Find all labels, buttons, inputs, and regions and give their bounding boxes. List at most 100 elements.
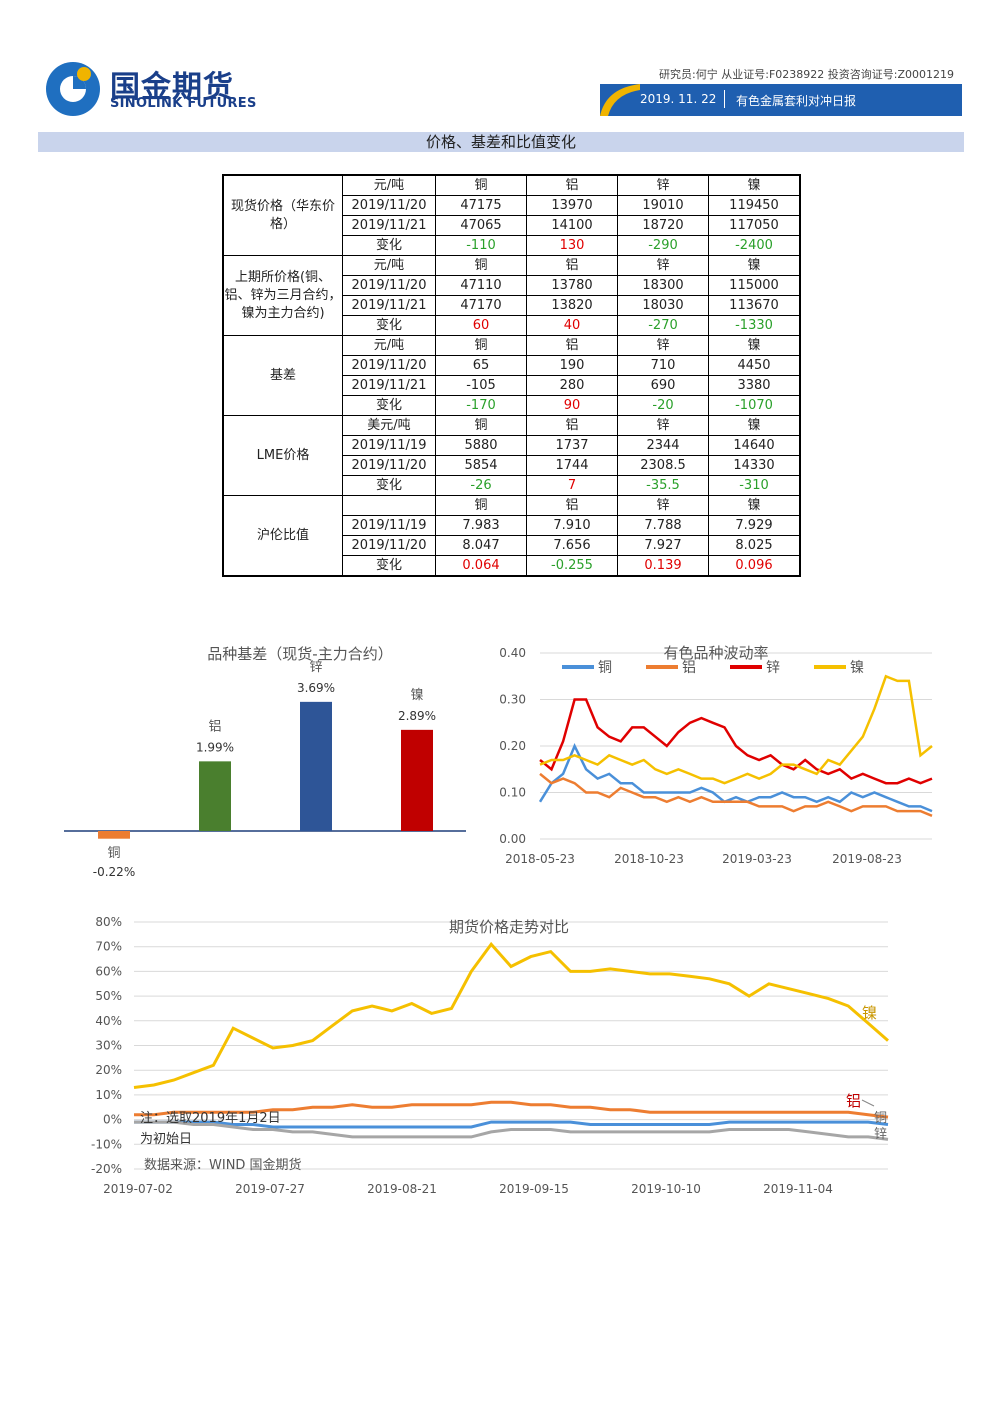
- table-header-row: 沪伦比值 铜铝锌镍: [222, 495, 801, 577]
- table-group-label: 沪伦比值: [222, 495, 343, 577]
- table-cell: 130: [526, 235, 618, 256]
- table-col-header: 锌: [617, 335, 709, 356]
- series-line: [539, 772, 933, 817]
- series-line: [134, 1120, 889, 1141]
- table-group-label: 上期所价格(铜、铝、锌为三月合约，镍为主力合约): [222, 255, 343, 336]
- series-line: [538, 742, 933, 813]
- chart-title: 品种基差（现货-主力合约）: [207, 645, 392, 663]
- table-row: 变化 -26 7 -35.5 -310: [223, 475, 801, 496]
- table-col-header: 镍: [708, 495, 801, 516]
- table-col-header: 铝: [526, 495, 618, 516]
- x-tick-label: 2019-08-21: [367, 1182, 437, 1196]
- company-logo: [46, 62, 100, 116]
- table-row: 2019/11/19 5880 1737 2344 14640: [223, 435, 801, 456]
- table-row: 变化 -170 90 -20 -1070: [223, 395, 801, 416]
- chart-source: 数据来源：WIND 国金期货: [144, 1157, 302, 1173]
- table-cell: 18030: [617, 295, 709, 316]
- data-label: 3.69%: [297, 681, 335, 695]
- series-line: [539, 698, 933, 785]
- category-label: 锌: [309, 660, 322, 675]
- y-tick-label: 20%: [95, 1063, 122, 1077]
- table-cell: -2400: [708, 235, 801, 256]
- table-cell: 8.047: [435, 535, 527, 556]
- y-tick-label: 0.00: [499, 832, 526, 846]
- table-row-label: 变化: [342, 395, 436, 416]
- table-row-label: 变化: [342, 235, 436, 256]
- table-row: 2019/11/21 -105 280 690 3380: [223, 375, 801, 396]
- table-cell: -26: [435, 475, 527, 496]
- data-label: 2.89%: [398, 709, 436, 723]
- table-cell: -110: [435, 235, 527, 256]
- x-tick-label: 2019-09-15: [499, 1182, 569, 1196]
- header-divider: [724, 90, 725, 108]
- table-cell: 14100: [526, 215, 618, 236]
- header-accent: [600, 84, 640, 116]
- table-cell: 710: [617, 355, 709, 376]
- table-cell: 4450: [708, 355, 801, 376]
- table-cell: 690: [617, 375, 709, 396]
- table-row: 变化 0.064 -0.255 0.139 0.096: [223, 555, 801, 577]
- table-cell: 0.096: [708, 555, 801, 577]
- chart-note: 为初始日: [140, 1132, 192, 1147]
- table-cell: -1070: [708, 395, 801, 416]
- table-col-header: 铝: [526, 415, 618, 436]
- x-tick-label: 2019-07-02: [103, 1182, 173, 1196]
- series-line: [539, 674, 933, 785]
- table-row: 2019/11/20 5854 1744 2308.5 14330: [223, 455, 801, 476]
- table-col-header: 铜: [435, 415, 527, 436]
- table-unit: 元/吨: [342, 335, 436, 356]
- y-tick-label: 0.40: [499, 646, 526, 660]
- table-row-label: 2019/11/20: [342, 355, 436, 376]
- table-row-label: 2019/11/21: [342, 375, 436, 396]
- table-cell: 7.927: [617, 535, 709, 556]
- futures-trend-line-chart: 80% 70% 60% 50% 40% 30% 20% 10% 0% -10% -20% 2019-0…: [91, 915, 889, 1196]
- legend-label: 锌: [766, 660, 780, 676]
- analyst-info: 研究员:何宁 从业证号:F0238922 投资咨询证号:Z0001219: [659, 68, 954, 81]
- x-tick-label: 2018-05-23: [505, 852, 575, 866]
- bar: [300, 701, 332, 831]
- table-col-header: 镍: [708, 255, 801, 276]
- table-header-row: 基差 元/吨铜铝锌镍: [222, 335, 801, 416]
- table-group-label: 现货价格（华东价格）: [222, 174, 343, 256]
- table-row: 2019/11/20 47175 13970 19010 119450: [223, 195, 801, 216]
- table-cell: 7.788: [617, 515, 709, 536]
- table-row-label: 2019/11/21: [342, 295, 436, 316]
- category-label: 铝: [208, 719, 221, 734]
- table-header-row: 上期所价格(铜、铝、锌为三月合约，镍为主力合约) 元/吨铜铝锌镍: [222, 255, 801, 336]
- table-cell: 2344: [617, 435, 709, 456]
- table-cell: 2308.5: [617, 455, 709, 476]
- table-unit: 元/吨: [342, 174, 436, 196]
- table-cell: 19010: [617, 195, 709, 216]
- table-row: 2019/11/20 47110 13780 18300 115000: [223, 275, 801, 296]
- table-row-label: 2019/11/20: [342, 455, 436, 476]
- table-cell: 115000: [708, 275, 801, 296]
- bar: [401, 729, 433, 831]
- table-col-header: 锌: [617, 174, 709, 196]
- table-cell: 8.025: [708, 535, 801, 556]
- report-date: 2019. 11. 22: [640, 92, 717, 106]
- table-cell: 280: [526, 375, 618, 396]
- header-band: [600, 84, 962, 116]
- legend-label: 铜: [598, 660, 612, 676]
- table-cell: -0.255: [526, 555, 618, 577]
- y-tick-label: 40%: [95, 1014, 122, 1028]
- table-cell: -105: [435, 375, 527, 396]
- y-tick-label: -20%: [91, 1162, 122, 1176]
- category-label: 铜: [107, 846, 120, 861]
- table-row-label: 2019/11/21: [342, 215, 436, 236]
- bar: [98, 831, 130, 839]
- chart-title: 有色品种波动率: [663, 644, 768, 662]
- table-col-header: 镍: [708, 415, 801, 436]
- table-cell: 1737: [526, 435, 618, 456]
- table-col-header: 铜: [435, 174, 527, 196]
- table-row: 2019/11/20 65 190 710 4450: [223, 355, 801, 376]
- table-cell: 5854: [435, 455, 527, 476]
- table-cell: -35.5: [617, 475, 709, 496]
- x-tick-label: 2019-07-27: [235, 1182, 305, 1196]
- brand-name-en: SINOLINK FUTURES: [110, 96, 257, 111]
- table-cell: 117050: [708, 215, 801, 236]
- series-line: [134, 1120, 889, 1129]
- table-cell: 18720: [617, 215, 709, 236]
- table-header-row: 现货价格（华东价格） 元/吨铜铝锌镍: [222, 174, 801, 256]
- table-unit: 元/吨: [342, 255, 436, 276]
